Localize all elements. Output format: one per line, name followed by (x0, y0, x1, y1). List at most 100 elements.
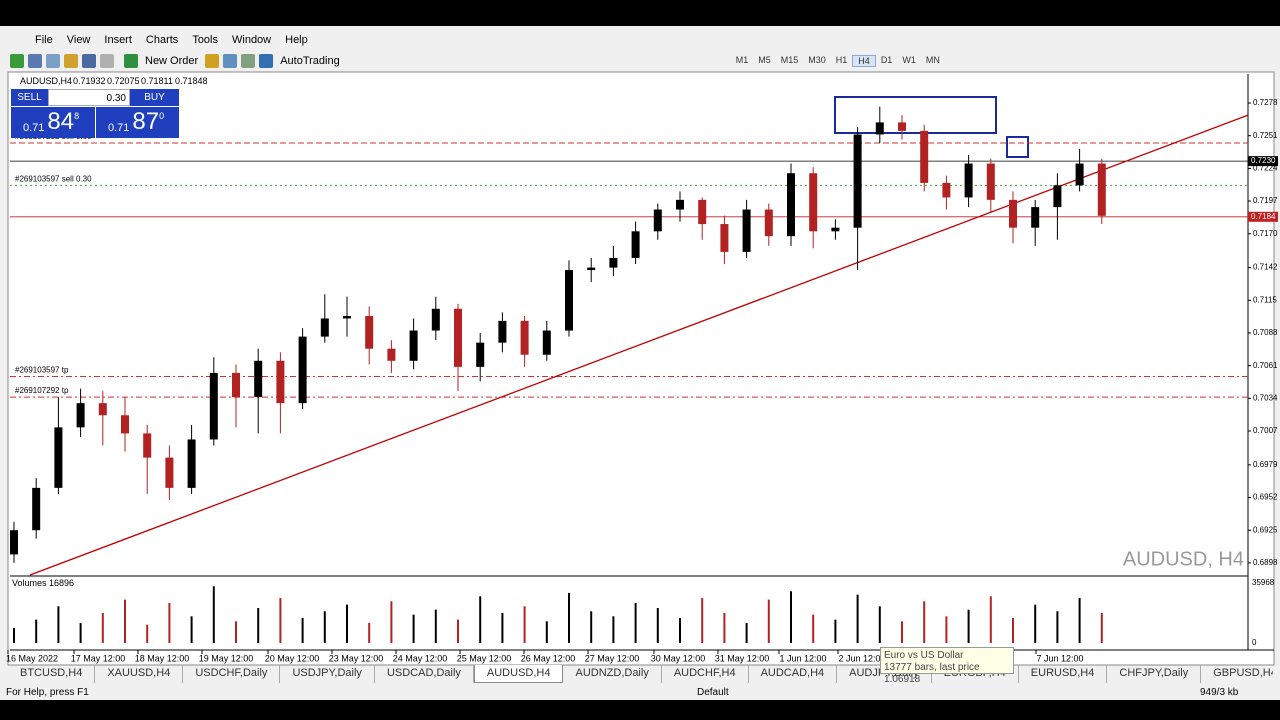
status-help: For Help, press F1 (6, 687, 89, 698)
icon[interactable] (64, 54, 78, 68)
chart-tabs: BTCUSD,H4 XAUUSD,H4 USDCHF,Daily USDJPY,Dai… (8, 665, 1273, 683)
chart-tab[interactable]: GBPUSD,H4 (1201, 665, 1273, 683)
y-tick-label: 0.7115 (1253, 295, 1277, 304)
x-tick-label: 18 May 12:00 (135, 653, 190, 663)
candle-body (365, 316, 374, 349)
icon[interactable] (223, 54, 238, 68)
timeframe-button[interactable]: M1 (735, 55, 749, 65)
menu-item[interactable]: File (35, 34, 53, 46)
chart-tab[interactable]: CHFJPY,Daily (1107, 665, 1202, 683)
letterbox-bottom (0, 700, 1280, 720)
price-label-box (1248, 156, 1278, 167)
menu-item[interactable]: Charts (145, 34, 179, 46)
rectangle-object[interactable] (834, 96, 997, 134)
menu-item[interactable]: View (66, 34, 91, 46)
autotrading-button[interactable]: AutoTrading (280, 55, 340, 67)
menu-item[interactable]: Tools (192, 34, 218, 46)
ohlc-value: 0.72075 (107, 76, 140, 86)
candle-body (254, 360, 263, 398)
candle-body (764, 209, 773, 237)
candle-body (54, 427, 63, 488)
ask-price[interactable]: 0.71 87 0 (96, 107, 179, 138)
candle-body (298, 336, 307, 404)
y-tick-label: 0.7251 (1253, 131, 1278, 140)
candle-body (209, 372, 218, 440)
timeframe-button[interactable]: H1 (835, 55, 848, 65)
timeframe-button[interactable]: W1 (902, 55, 916, 65)
timeframe-button[interactable]: H4 (852, 55, 876, 67)
candle-body (831, 227, 840, 232)
candle-body (276, 360, 285, 404)
chart-tab[interactable]: AUDNZD,Daily (563, 665, 662, 683)
icon[interactable] (82, 54, 96, 68)
candle-body (587, 267, 596, 271)
y-tick-label: 0.7034 (1253, 393, 1278, 402)
price-frac: 0 (159, 111, 165, 121)
candle-body (1053, 185, 1062, 208)
chart-tab[interactable]: EURUSD,H4 (1019, 665, 1108, 683)
menu-item[interactable]: Window (232, 34, 272, 46)
candle-body (853, 134, 862, 228)
y-tick-label: 0.7061 (1253, 361, 1278, 370)
trendline (29, 114, 1249, 576)
icon[interactable] (205, 54, 220, 68)
timeframe-button[interactable]: MN (925, 55, 940, 65)
timeframe-button[interactable]: M5 (758, 55, 771, 65)
timeframe-button[interactable]: M15 (780, 55, 799, 65)
chart-tab[interactable]: USDCHF,Daily (183, 665, 281, 683)
chart-tab[interactable]: AUDCAD,H4 (749, 665, 838, 683)
ohlc-value: 0.71932 (73, 76, 106, 86)
candle-body (898, 122, 906, 131)
volume-tick-label: 35968 (1252, 578, 1275, 587)
y-tick-label: 0.7278 (1253, 98, 1278, 107)
icon[interactable] (28, 54, 42, 68)
icon[interactable] (124, 54, 138, 68)
y-tick-label: 0.7197 (1253, 196, 1278, 205)
order-label: #269103597 tp (15, 366, 69, 375)
icon[interactable] (259, 54, 274, 68)
chart-tab[interactable]: AUDCHF,H4 (662, 665, 749, 683)
new-order-button[interactable]: New Order (145, 55, 199, 67)
candle-body (476, 342, 485, 367)
chart-tab[interactable]: XAUUSD,H4 (95, 665, 184, 683)
candle-body (720, 224, 729, 252)
candle-body (875, 122, 884, 135)
candle-body (809, 173, 818, 232)
chart-tab[interactable]: USDCAD,Daily (375, 665, 474, 683)
chart-tab[interactable]: BTCUSD,H4 (8, 665, 96, 683)
icon[interactable] (46, 54, 60, 68)
candle-body (698, 199, 707, 225)
icon[interactable] (100, 54, 114, 68)
buy-button[interactable]: BUY (130, 89, 179, 106)
candle-body (76, 403, 85, 428)
lots-input[interactable]: 0.30 (48, 89, 130, 106)
bid-price[interactable]: 0.71 84 8 (11, 107, 95, 138)
x-tick-label: 30 May 12:00 (651, 653, 706, 663)
candle-body (986, 163, 995, 200)
candle-body (320, 318, 329, 337)
price-label: 0.7230 (1251, 156, 1276, 165)
menu-item[interactable]: Insert (104, 34, 132, 46)
price-frac: 8 (74, 111, 80, 121)
candle-body (232, 372, 240, 398)
timeframe-button[interactable]: M30 (808, 55, 826, 65)
x-tick-label: 16 May 2022 (6, 653, 58, 663)
candle-body (1009, 199, 1017, 228)
menu-item[interactable]: Help (285, 34, 308, 46)
timeframe-button[interactable]: D1 (880, 55, 893, 65)
chart-tab[interactable]: AUDUSD,H4 (473, 665, 564, 683)
chart-tab[interactable]: USDJPY,Daily (280, 665, 375, 683)
price-big: 0.71 (23, 122, 45, 134)
candle-body (742, 209, 751, 252)
sell-button[interactable]: SELL (11, 89, 48, 106)
icon[interactable] (241, 54, 256, 68)
x-tick-label: 20 May 12:00 (265, 653, 320, 663)
watermark: AUDUSD, H4 (1123, 548, 1244, 570)
candle-body (143, 433, 152, 458)
x-tick-label: 17 May 12:00 (71, 653, 126, 663)
candle-body (187, 439, 196, 488)
candle-body (1075, 163, 1084, 186)
rectangle-object[interactable] (1006, 136, 1029, 158)
icon[interactable] (10, 54, 24, 68)
